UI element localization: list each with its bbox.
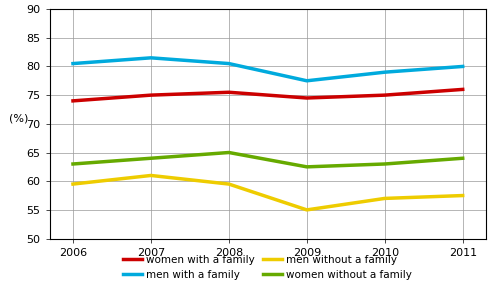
women with a family: [460, 88, 466, 91]
women without a family: [304, 165, 310, 169]
women without a family: [70, 162, 76, 166]
Line: men with a family: men with a family: [73, 58, 463, 81]
women with a family: [382, 93, 388, 97]
men with a family: [226, 62, 232, 66]
women without a family: [226, 151, 232, 154]
Line: women without a family: women without a family: [73, 153, 463, 167]
men with a family: [304, 79, 310, 82]
men without a family: [148, 174, 154, 177]
men without a family: [70, 182, 76, 186]
men without a family: [460, 194, 466, 198]
Y-axis label: (%): (%): [9, 114, 29, 124]
women with a family: [148, 93, 154, 97]
men with a family: [382, 70, 388, 74]
women with a family: [226, 91, 232, 94]
men with a family: [148, 56, 154, 60]
men without a family: [304, 208, 310, 212]
Legend: women with a family, men with a family, men without a family, women without a fa: women with a family, men with a family, …: [124, 255, 412, 280]
women without a family: [382, 162, 388, 166]
men without a family: [382, 197, 388, 200]
men with a family: [460, 65, 466, 68]
women without a family: [460, 156, 466, 160]
women with a family: [304, 96, 310, 100]
women with a family: [70, 99, 76, 103]
Line: women with a family: women with a family: [73, 89, 463, 101]
men without a family: [226, 182, 232, 186]
women without a family: [148, 156, 154, 160]
Line: men without a family: men without a family: [73, 175, 463, 210]
men with a family: [70, 62, 76, 66]
